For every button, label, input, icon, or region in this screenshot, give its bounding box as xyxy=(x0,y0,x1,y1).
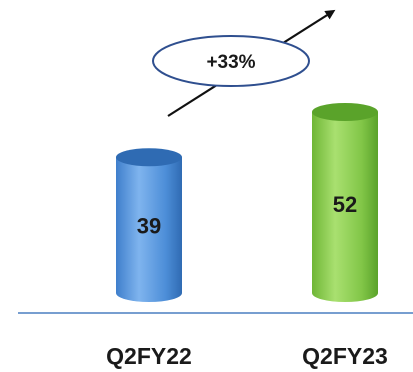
growth-annotation: +33% xyxy=(152,9,336,117)
category-label: Q2FY23 xyxy=(302,343,388,369)
bar-q2fy22: 39 xyxy=(116,148,182,302)
bar-top-cap xyxy=(312,103,378,121)
bar-value-label: 39 xyxy=(137,214,161,239)
growth-label: +33% xyxy=(206,52,255,73)
bar-body xyxy=(116,157,182,302)
bar-top-cap xyxy=(116,148,182,167)
bar-body xyxy=(312,112,378,302)
bar-value-label: 52 xyxy=(333,192,357,217)
bar-q2fy23: 52 xyxy=(312,103,378,302)
category-label: Q2FY22 xyxy=(106,343,192,369)
growth-ellipse xyxy=(152,35,310,87)
